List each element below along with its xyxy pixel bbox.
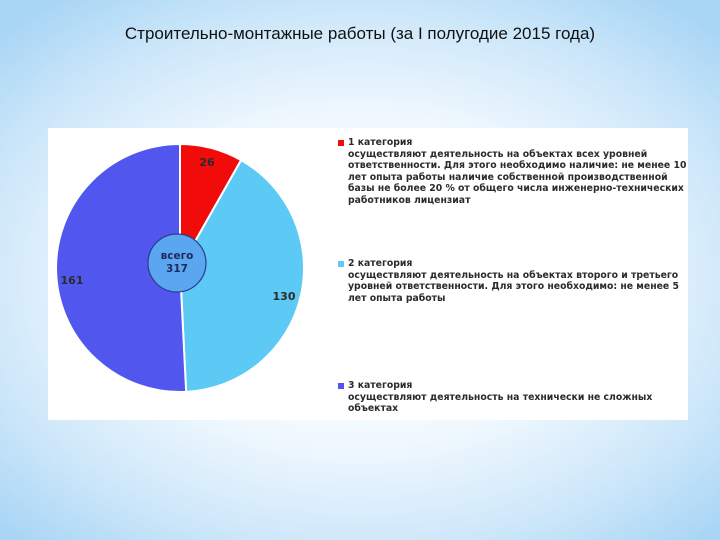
slice-value-label-cat2: 130 (273, 290, 296, 303)
legend-title-cat1: 1 категория (348, 137, 413, 148)
legend-desc-cat1: осуществляют деятельность на объектах вс… (348, 148, 687, 206)
total-center-circle (147, 233, 207, 293)
legend-desc-cat3: осуществляют деятельность на технически … (348, 391, 653, 415)
legend-title-cat2: 2 категория (348, 258, 413, 269)
legend-item-cat2: 2 категория осуществляют деятельность на… (338, 258, 688, 304)
slice-value-label-cat1: 26 (199, 156, 215, 169)
pie-slice-cat2 (178, 158, 305, 393)
legend-title-cat3: 3 категория (348, 380, 413, 391)
pie-slice-cat3 (55, 142, 188, 393)
legend-swatch-cat3 (338, 382, 344, 389)
legend-item-cat1: 1 категория осуществляют деятельность на… (338, 137, 688, 206)
legend-swatch-cat1 (338, 139, 344, 146)
slice-value-label-cat3: 161 (61, 274, 84, 287)
legend-item-cat3: 3 категория осуществляют деятельность на… (338, 380, 688, 415)
slide-title: Строительно-монтажные работы (за I полуг… (124, 24, 596, 43)
legend-swatch-cat2 (338, 260, 344, 267)
legend-desc-cat2: осуществляют деятельность на объектах вт… (348, 269, 679, 304)
total-value: 317 (166, 263, 188, 275)
total-caption: всего (161, 250, 194, 262)
